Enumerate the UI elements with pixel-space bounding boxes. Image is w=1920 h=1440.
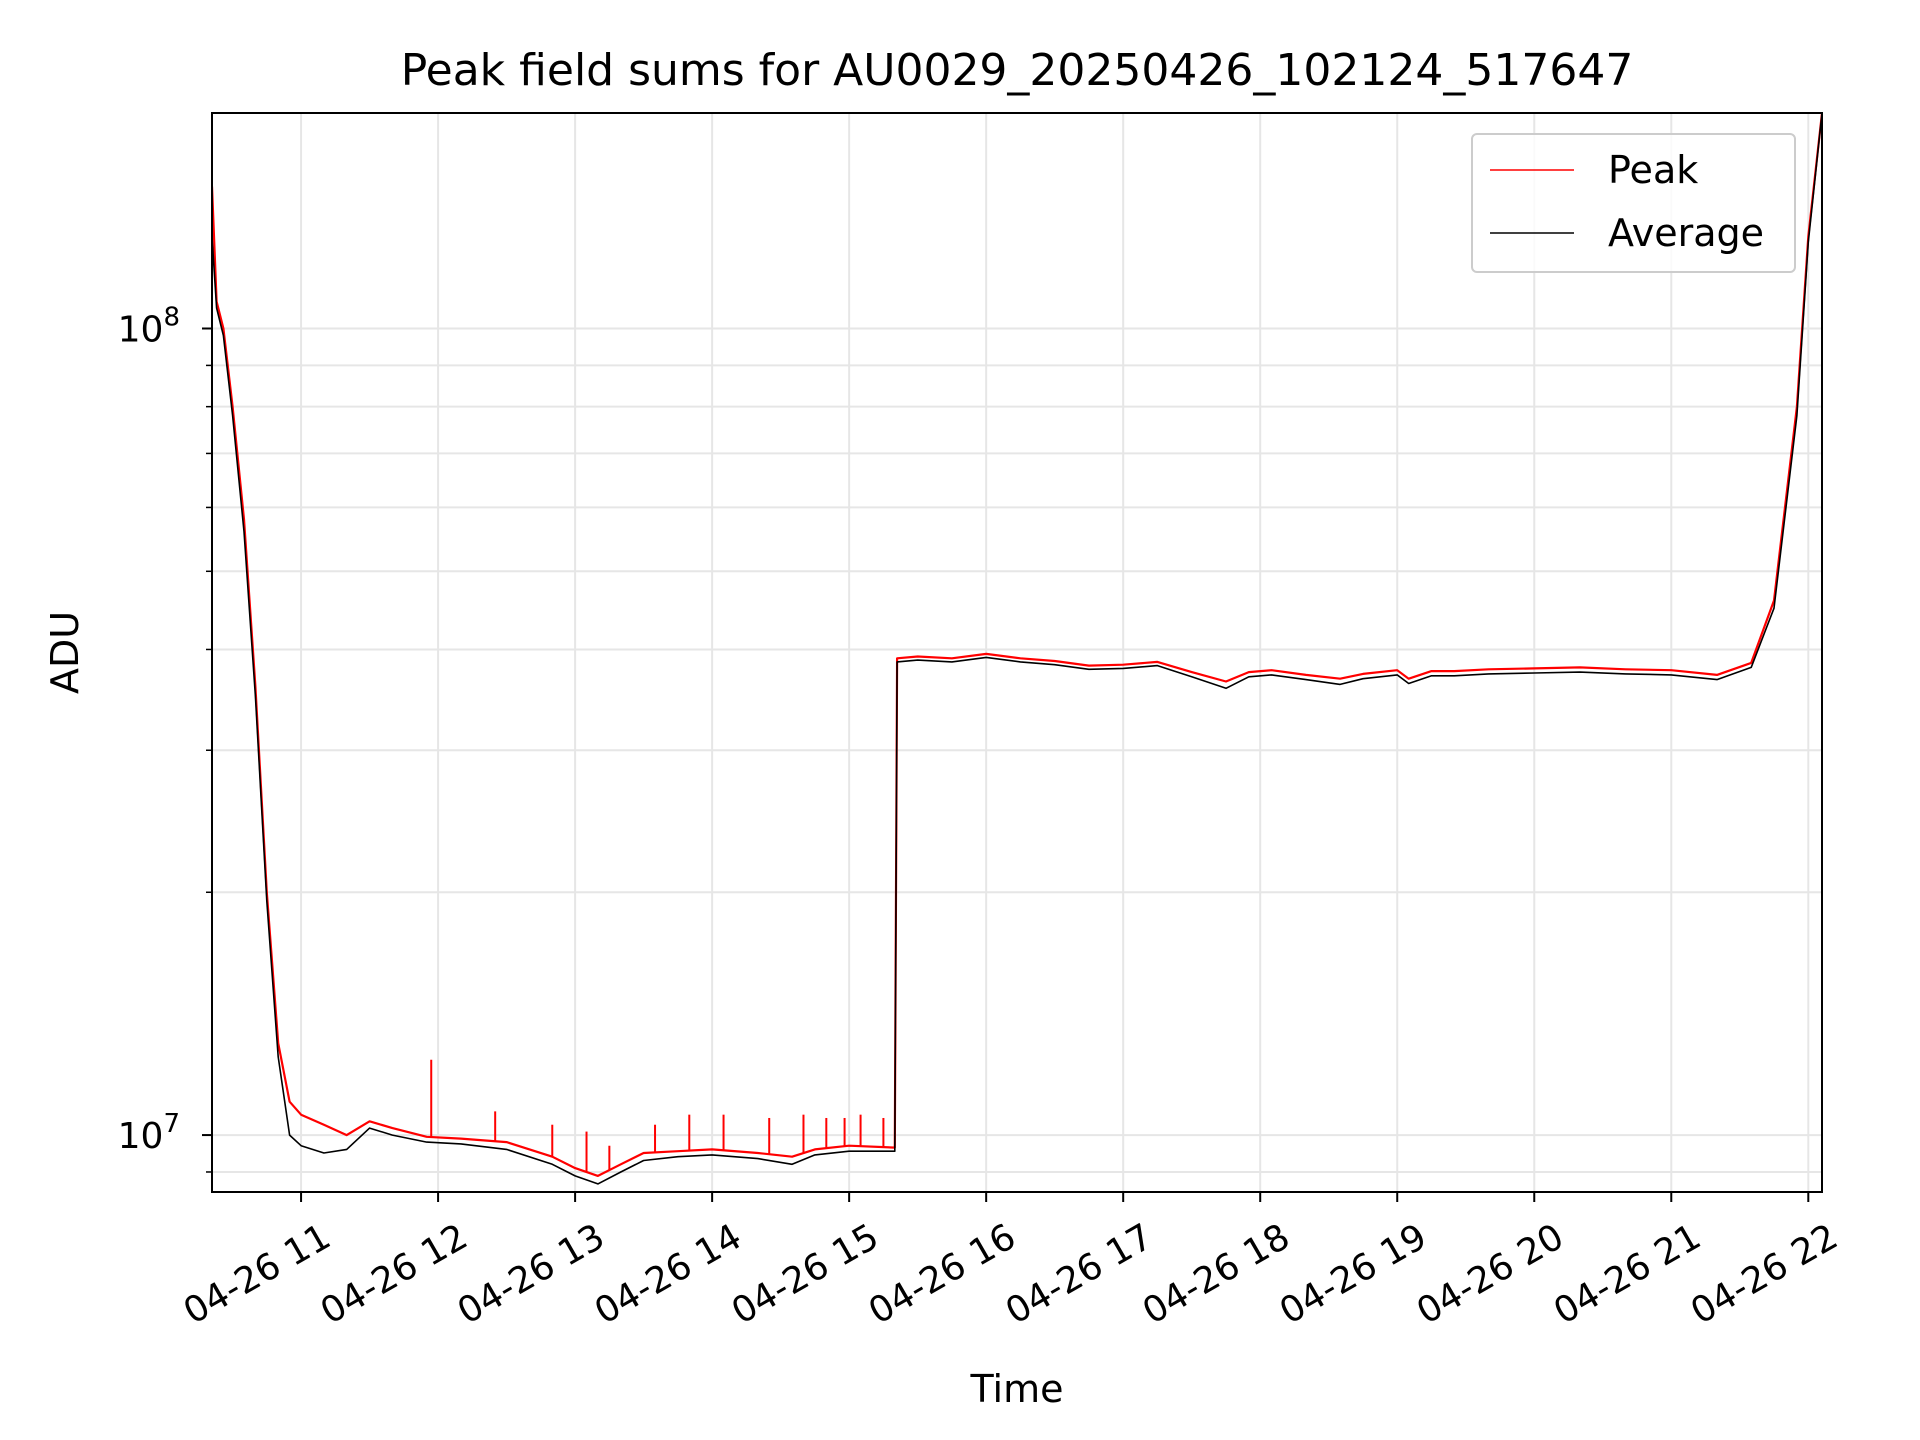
legend-box [1471, 133, 1796, 273]
legend-label-average: Average [1608, 211, 1764, 255]
legend-label-peak: Peak [1608, 148, 1698, 192]
y-tick-label: 107 [118, 1109, 180, 1157]
plot-frame [211, 112, 1823, 1193]
legend: Peak Average [1471, 133, 1796, 273]
y-tick-base: 10 [118, 1116, 164, 1157]
series-line-peak [212, 113, 1822, 1178]
series-peak [212, 113, 1822, 1178]
y-tick-base: 10 [118, 309, 164, 350]
y-tick-exponent: 8 [163, 302, 180, 332]
series-line-average [212, 113, 1822, 1185]
y-tick-label: 108 [118, 302, 180, 350]
y-tick-exponent: 7 [163, 1109, 180, 1139]
series-average [212, 113, 1822, 1185]
y-axis-title: ADU [43, 611, 87, 694]
x-axis-title: Time [970, 1367, 1064, 1411]
chart-title: Peak field sums for AU0029_20250426_1021… [401, 45, 1634, 96]
grid [212, 113, 1822, 1192]
plot-area [212, 113, 1822, 1185]
